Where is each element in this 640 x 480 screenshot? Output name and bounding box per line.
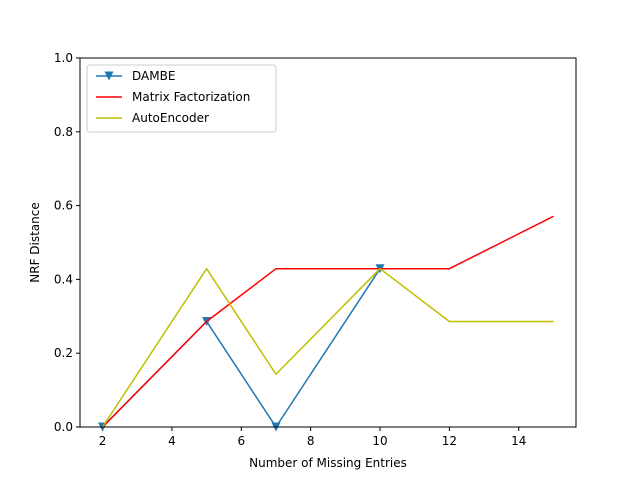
x-tick-label: 4 [168, 434, 176, 448]
x-tick-label: 12 [442, 434, 457, 448]
x-tick-label: 10 [372, 434, 387, 448]
x-tick-label: 6 [237, 434, 245, 448]
x-tick-label: 14 [511, 434, 526, 448]
legend: DAMBE Matrix Factorization AutoEncoder [86, 64, 277, 133]
legend-marker-dambe [104, 71, 114, 81]
series-line-autoencoder [101, 267, 554, 428]
x-tick-label: 8 [307, 434, 315, 448]
legend-label-autoencoder: AutoEncoder [132, 111, 209, 125]
y-axis-label: NRF Distance [28, 202, 42, 283]
x-tick-label: 2 [99, 434, 107, 448]
y-tick-label: 0.6 [54, 199, 73, 213]
legend-box [86, 64, 277, 133]
series-group [98, 215, 554, 432]
y-tick-label: 0.4 [54, 272, 73, 286]
axis-ticks: 2 4 6 8 10 12 14 0.0 0.2 0.4 0.6 0.8 1.0 [54, 51, 527, 448]
y-tick-label: 0.8 [54, 125, 73, 139]
series-line-matrix-factorization [102, 215, 554, 428]
y-tick-label: 1.0 [54, 51, 73, 65]
legend-label-matrix-factorization: Matrix Factorization [132, 90, 250, 104]
legend-label-dambe: DAMBE [132, 69, 175, 83]
x-axis-label: Number of Missing Entries [249, 456, 407, 470]
plot-frame [79, 57, 577, 428]
y-tick-label: 0.2 [54, 346, 73, 360]
y-tick-label: 0.0 [54, 420, 73, 434]
